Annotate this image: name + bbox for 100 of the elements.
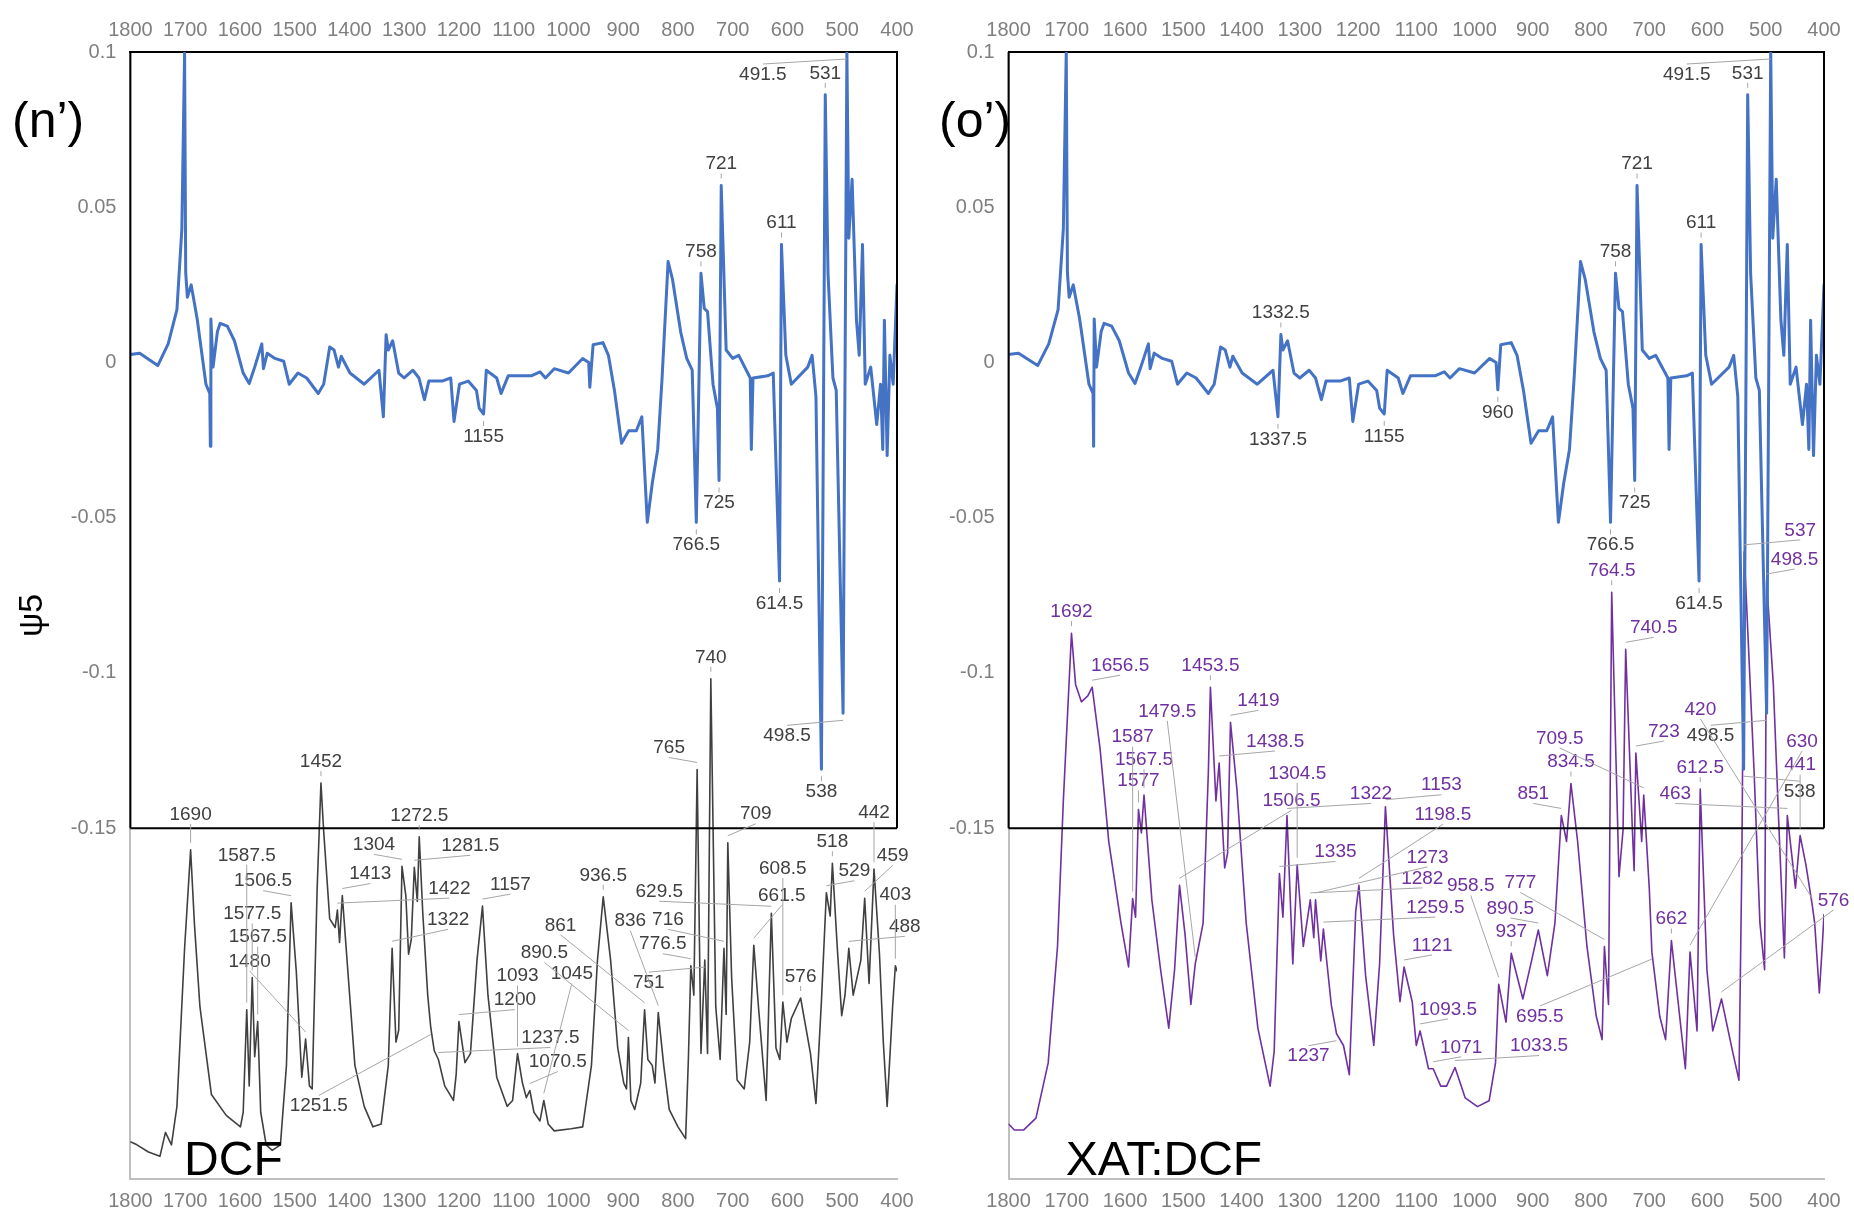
- x2-tick-label: 1300: [1277, 1188, 1323, 1211]
- annotation: 751: [632, 970, 665, 992]
- y-tick-label: 0: [983, 349, 995, 372]
- annotation: 1121: [1411, 933, 1453, 955]
- annotation: 1093.5: [1419, 997, 1478, 1019]
- x2-tick-label: 1800: [986, 1188, 1031, 1211]
- annotation: 1033.5: [1509, 1034, 1569, 1056]
- annotation: 1259.5: [1406, 895, 1465, 917]
- annotation: 630: [1786, 729, 1818, 751]
- x-tick-label: 500: [1749, 17, 1783, 40]
- annotation: 758: [685, 240, 717, 262]
- x-tick-label: 700: [716, 17, 750, 40]
- annotation: 662: [1655, 907, 1688, 929]
- annotation: 1506.5: [1262, 789, 1321, 811]
- annotation: 1157: [490, 872, 531, 894]
- x2-tick-label: 1700: [162, 1188, 208, 1211]
- annotation: 531: [1731, 61, 1764, 83]
- annotation: 765: [653, 736, 685, 758]
- annotation: 1335: [1314, 840, 1357, 862]
- x2-tick-label: 1100: [1394, 1188, 1438, 1211]
- y-tick-label: 0.05: [77, 194, 117, 217]
- annotation: 1438.5: [1246, 729, 1305, 751]
- x2-tick-label: 1200: [436, 1188, 482, 1211]
- x2-tick-label: 1500: [272, 1188, 317, 1211]
- y-tick-label: -0.15: [948, 815, 995, 838]
- series-label: XAT:DCF: [1065, 1132, 1263, 1185]
- annotation: 1251.5: [289, 1094, 348, 1116]
- y-axis-title: ψ5: [10, 593, 49, 638]
- annotation: 725: [703, 491, 735, 513]
- x2-tick-label: 1000: [1452, 1188, 1497, 1211]
- x-tick-label: 1500: [1161, 17, 1206, 40]
- annotation: 709.5: [1535, 726, 1584, 748]
- annotation: 614.5: [1675, 591, 1723, 613]
- annotation: 629.5: [635, 879, 684, 901]
- x-tick-label: 1300: [1277, 17, 1323, 40]
- x2-tick-label: 1100: [492, 1188, 536, 1211]
- annotation: 611: [766, 211, 797, 233]
- x-tick-label: 900: [1516, 17, 1550, 40]
- annotation: 1322: [427, 908, 470, 930]
- text: (o’): [939, 92, 1012, 148]
- y-tick-label: 0.05: [955, 194, 995, 217]
- annotation: 1155: [463, 424, 505, 446]
- annotation: 958.5: [1446, 874, 1495, 896]
- annotation: 488: [888, 915, 921, 937]
- x2-tick-label: 1300: [381, 1188, 427, 1211]
- annotation: 1153: [1420, 773, 1462, 795]
- y-tick-label: -0.05: [948, 505, 995, 528]
- annotation: 463: [1659, 782, 1692, 804]
- annotation: 518: [816, 829, 849, 851]
- annotation: 1332.5: [1251, 301, 1310, 323]
- annotation: 721: [705, 152, 738, 174]
- y-tick-label: -0.1: [81, 660, 117, 683]
- annotation: 1413: [349, 862, 392, 884]
- annotation: 890.5: [520, 941, 569, 963]
- annotation: 498.5: [1770, 547, 1819, 569]
- annotation: 491.5: [739, 62, 787, 84]
- annotation: 420: [1684, 697, 1717, 719]
- annotation: 498.5: [1686, 724, 1735, 746]
- x2-tick-label: 600: [770, 1188, 805, 1211]
- annotation: 608.5: [759, 856, 807, 878]
- annotation: 576: [784, 964, 817, 986]
- x2-tick-label: 400: [880, 1188, 914, 1211]
- x2-tick-label: 800: [1574, 1188, 1608, 1211]
- annotation: 861: [544, 913, 577, 935]
- x-tick-label: 700: [1632, 17, 1666, 40]
- x-tick-label: 1500: [272, 17, 317, 40]
- x2-tick-label: 400: [1807, 1188, 1841, 1211]
- x-tick-label: 1600: [217, 17, 263, 40]
- annotation: 1567.5: [228, 925, 287, 947]
- annotation: 836: [614, 909, 647, 931]
- y-tick-label: 0.1: [88, 39, 117, 62]
- annotation: 661.5: [758, 883, 806, 905]
- annotation: 1587: [1111, 725, 1154, 747]
- annotation: 936.5: [579, 863, 627, 885]
- x2-tick-label: 1800: [108, 1188, 153, 1211]
- x2-tick-label: 1700: [1044, 1188, 1090, 1211]
- y-tick-label: 0: [105, 349, 117, 372]
- annotation: 576: [1817, 888, 1850, 910]
- annotation: 1272.5: [390, 803, 449, 825]
- annotation: 1304: [352, 833, 396, 855]
- x-tick-label: 1600: [1102, 17, 1148, 40]
- annotation: 709: [739, 802, 772, 824]
- annotation: 695.5: [1516, 1004, 1564, 1026]
- annotation: 611: [1685, 211, 1717, 233]
- x-tick-label: 1800: [986, 17, 1031, 40]
- annotation: 1093: [496, 964, 539, 986]
- x-tick-label: 1200: [1335, 17, 1381, 40]
- annotation: 1198.5: [1414, 803, 1472, 825]
- x2-tick-label: 1000: [546, 1188, 591, 1211]
- x-tick-label: 1000: [1452, 17, 1497, 40]
- annotation: 442: [858, 800, 890, 822]
- annotation: 1070.5: [528, 1050, 587, 1072]
- annotation: 725: [1618, 491, 1651, 513]
- x-tick-label: 500: [825, 17, 859, 40]
- annotation: 538: [805, 779, 838, 801]
- annotation: 1071: [1440, 1035, 1483, 1057]
- x2-tick-label: 900: [606, 1188, 640, 1211]
- annotation: 612.5: [1676, 755, 1725, 777]
- annotation: 491.5: [1662, 62, 1711, 84]
- x2-tick-label: 700: [716, 1188, 750, 1211]
